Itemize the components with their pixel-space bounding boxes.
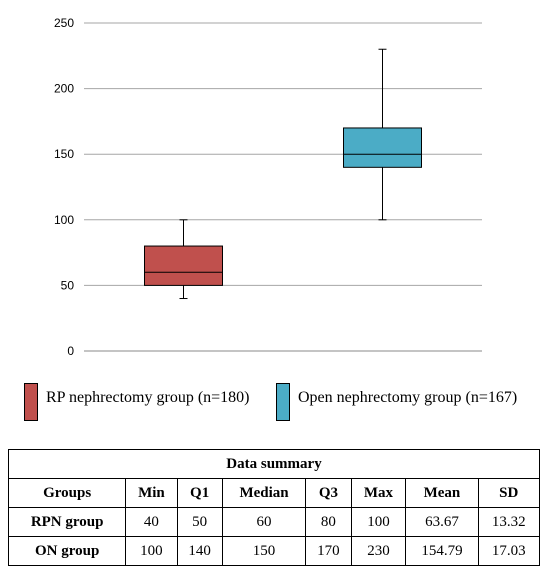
header-q1: Q1: [176, 478, 223, 508]
table-cell-group: ON group: [7, 536, 127, 566]
legend-item-rpn: RP nephrectomy group (n=180): [24, 383, 250, 421]
header-max: Max: [350, 478, 407, 508]
legend-swatch-on: [276, 383, 290, 421]
table-cell: 100: [350, 507, 407, 537]
grid-lines: [84, 22, 482, 352]
table-cell: 50: [176, 507, 223, 537]
box-series-1: [343, 48, 422, 221]
legend: RP nephrectomy group (n=180) Open nephre…: [0, 383, 551, 433]
table-title: Data summary: [8, 449, 540, 479]
box-plot-chart: 0 50 100 150 200 250: [54, 16, 482, 358]
table-row: RPN group 40 50 60 80 100 63.67 13.32: [7, 507, 541, 537]
legend-label-on: Open nephrectomy group (n=167): [298, 389, 518, 406]
y-tick-label-100: 100: [54, 213, 74, 227]
data-summary-table: Data summary Groups Min Q1 Median Q3 Max…: [7, 449, 541, 566]
table-cell: 140: [176, 536, 223, 566]
y-tick-label-250: 250: [54, 16, 74, 30]
y-tick-label-0: 0: [67, 344, 74, 358]
box-iqr: [343, 127, 422, 168]
box-iqr: [144, 245, 223, 286]
table-cell: 17.03: [477, 536, 541, 566]
y-tick-label-50: 50: [61, 278, 75, 292]
legend-label-rpn: RP nephrectomy group (n=180): [46, 389, 250, 406]
box-series-0: [144, 219, 223, 300]
table-cell-group: RPN group: [7, 507, 127, 537]
y-tick-label-200: 200: [54, 82, 74, 96]
table-cell: 63.67: [405, 507, 479, 537]
boxes-group: [144, 48, 422, 300]
table-cell: 100: [125, 536, 178, 566]
table-cell: 154.79: [405, 536, 479, 566]
table-cell: 230: [350, 536, 407, 566]
header-mean: Mean: [405, 478, 479, 508]
table-cell: 170: [305, 536, 352, 566]
table-row: ON group 100 140 150 170 230 154.79 17.0…: [7, 536, 541, 566]
table-cell: 150: [221, 536, 307, 566]
table-cell: 40: [125, 507, 178, 537]
y-axis: 0 50 100 150 200 250: [54, 16, 74, 358]
table-cell: 80: [305, 507, 352, 537]
header-q3: Q3: [305, 478, 352, 508]
header-median: Median: [221, 478, 307, 508]
header-groups: Groups: [7, 478, 127, 508]
table-cell: 60: [221, 507, 307, 537]
table-title-row: Data summary: [8, 449, 540, 479]
header-min: Min: [125, 478, 178, 508]
legend-swatch-rpn: [24, 383, 38, 421]
table-cell: 13.32: [477, 507, 541, 537]
legend-item-on: Open nephrectomy group (n=167): [276, 383, 517, 421]
header-sd: SD: [477, 478, 541, 508]
y-tick-label-150: 150: [54, 147, 74, 161]
table-header-row: Groups Min Q1 Median Q3 Max Mean SD: [7, 478, 541, 508]
